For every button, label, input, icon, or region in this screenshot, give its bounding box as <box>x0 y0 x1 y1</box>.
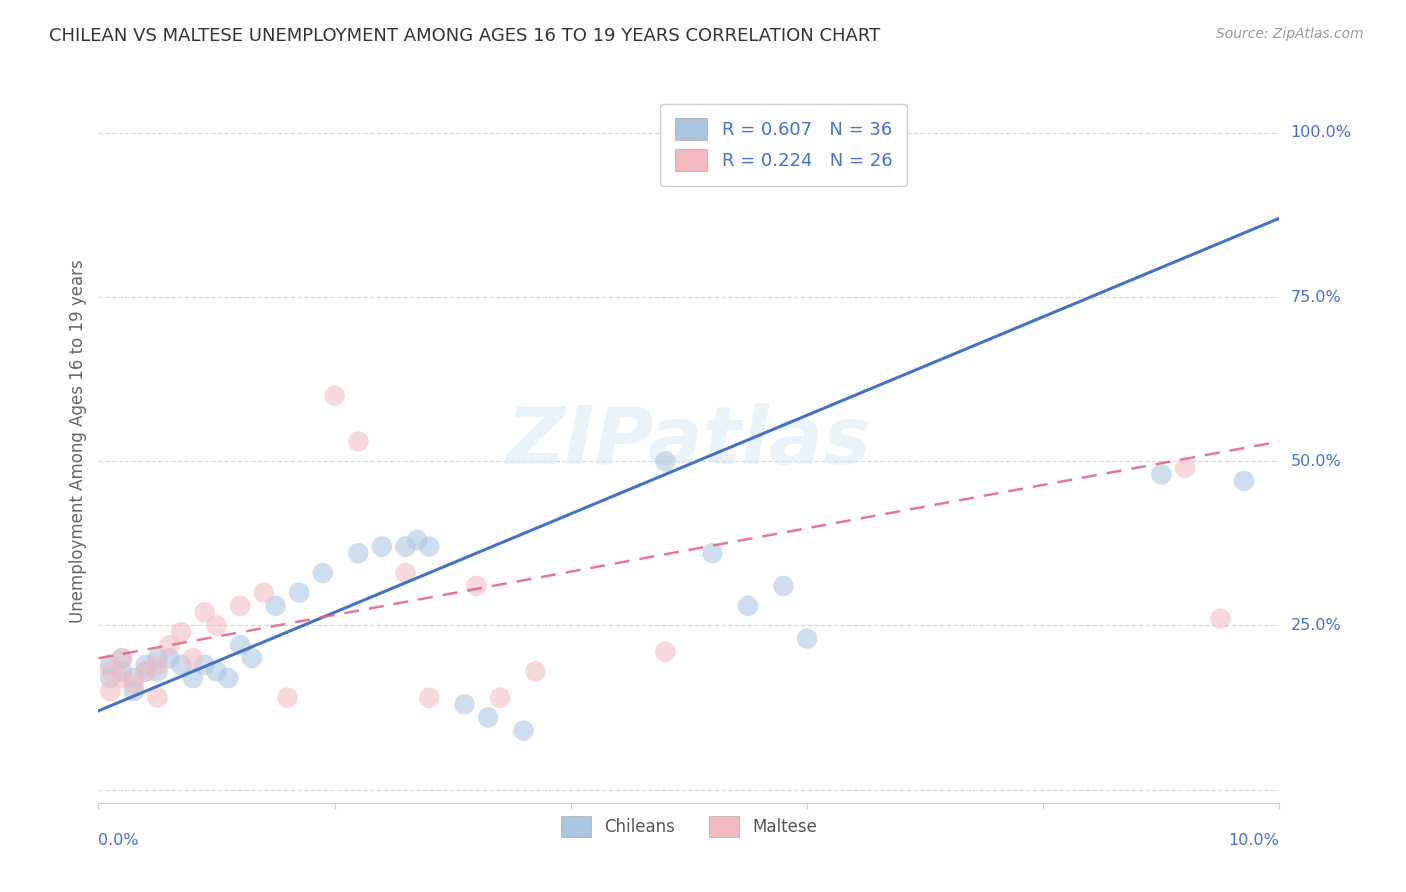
Point <box>654 454 676 468</box>
Point <box>276 690 298 705</box>
Point <box>240 651 263 665</box>
Point <box>135 665 157 679</box>
Point <box>157 638 180 652</box>
Point <box>170 657 193 672</box>
Point <box>253 585 276 599</box>
Point <box>205 618 228 632</box>
Point <box>157 651 180 665</box>
Point <box>122 677 145 691</box>
Text: 10.0%: 10.0% <box>1229 833 1279 848</box>
Point <box>312 566 335 580</box>
Point <box>194 605 217 619</box>
Point <box>347 546 370 560</box>
Point <box>796 632 818 646</box>
Point <box>654 645 676 659</box>
Point <box>489 690 512 705</box>
Point <box>122 684 145 698</box>
Point <box>512 723 534 738</box>
Point <box>98 684 121 698</box>
Legend: Chileans, Maltese: Chileans, Maltese <box>553 808 825 845</box>
Point <box>394 540 416 554</box>
Point <box>229 599 252 613</box>
Point <box>406 533 429 547</box>
Point <box>323 388 346 402</box>
Text: 25.0%: 25.0% <box>1291 618 1341 633</box>
Text: CHILEAN VS MALTESE UNEMPLOYMENT AMONG AGES 16 TO 19 YEARS CORRELATION CHART: CHILEAN VS MALTESE UNEMPLOYMENT AMONG AG… <box>49 27 880 45</box>
Point <box>1209 612 1232 626</box>
Point <box>146 651 169 665</box>
Point <box>702 546 724 560</box>
Point <box>371 540 394 554</box>
Point <box>170 625 193 640</box>
Point <box>1233 474 1256 488</box>
Point <box>111 665 134 679</box>
Point <box>181 671 204 685</box>
Point <box>465 579 488 593</box>
Point <box>181 651 204 665</box>
Point <box>418 690 440 705</box>
Point <box>217 671 239 685</box>
Point <box>98 671 121 685</box>
Point <box>264 599 287 613</box>
Point <box>146 690 169 705</box>
Point <box>98 665 121 679</box>
Point <box>229 638 252 652</box>
Point <box>288 585 311 599</box>
Point <box>135 657 157 672</box>
Text: Source: ZipAtlas.com: Source: ZipAtlas.com <box>1216 27 1364 41</box>
Text: 75.0%: 75.0% <box>1291 290 1341 304</box>
Text: ZIPatlas: ZIPatlas <box>506 402 872 481</box>
Point <box>418 540 440 554</box>
Point <box>477 710 499 724</box>
Point <box>737 599 759 613</box>
Point <box>135 665 157 679</box>
Point <box>111 651 134 665</box>
Text: 50.0%: 50.0% <box>1291 454 1341 468</box>
Point <box>347 434 370 449</box>
Text: 100.0%: 100.0% <box>1291 126 1351 140</box>
Point <box>772 579 794 593</box>
Point <box>194 657 217 672</box>
Point <box>111 651 134 665</box>
Point <box>122 671 145 685</box>
Point <box>111 671 134 685</box>
Y-axis label: Unemployment Among Ages 16 to 19 years: Unemployment Among Ages 16 to 19 years <box>69 260 87 624</box>
Point <box>394 566 416 580</box>
Point <box>453 698 475 712</box>
Point <box>524 665 547 679</box>
Point <box>205 665 228 679</box>
Point <box>146 665 169 679</box>
Text: 0.0%: 0.0% <box>98 833 139 848</box>
Point <box>146 657 169 672</box>
Point <box>98 657 121 672</box>
Point <box>1150 467 1173 482</box>
Point <box>1174 460 1197 475</box>
